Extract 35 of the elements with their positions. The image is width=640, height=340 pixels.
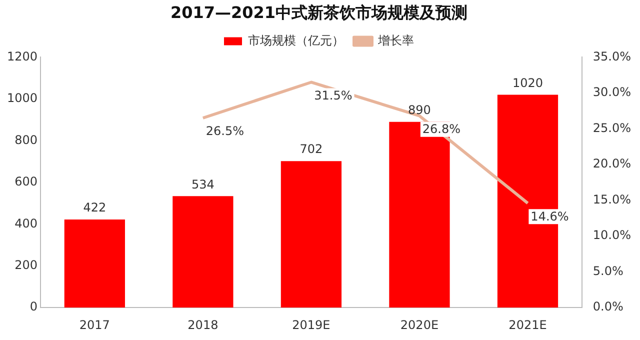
bar bbox=[280, 161, 342, 308]
x-tick-label: 2020E bbox=[400, 318, 439, 332]
data-label: 26.8% bbox=[422, 122, 461, 136]
data-label: 26.5% bbox=[206, 124, 244, 138]
bar bbox=[64, 220, 125, 308]
x-tick-label: 2021E bbox=[508, 318, 547, 332]
y2-tick-label: 5.0% bbox=[592, 264, 624, 278]
chart-title: 2017—2021中式新茶饮市场规模及预测 bbox=[170, 2, 468, 22]
data-label: 534 bbox=[191, 177, 214, 192]
y2-tick-label: 25.0% bbox=[592, 120, 632, 135]
bar bbox=[172, 196, 234, 308]
y-tick-label: 0 bbox=[30, 300, 38, 314]
y-tick-label: 200 bbox=[14, 258, 38, 272]
data-label: 14.6% bbox=[530, 209, 569, 224]
y-tick-label: 400 bbox=[14, 216, 38, 230]
legend-label: 市场规模（亿元） bbox=[248, 33, 344, 48]
y2-tick-label: 10.0% bbox=[592, 228, 632, 242]
y2-tick-label: 15.0% bbox=[592, 192, 632, 206]
data-label: 422 bbox=[83, 200, 106, 215]
legend-label: 增长率 bbox=[377, 33, 414, 48]
data-label: 1020 bbox=[512, 76, 544, 90]
y-tick-label: 800 bbox=[14, 132, 38, 147]
data-label: 702 bbox=[300, 142, 323, 156]
y2-tick-label: 0.0% bbox=[592, 300, 624, 314]
x-tick-label: 2018 bbox=[188, 318, 218, 332]
data-label: 890 bbox=[408, 103, 431, 118]
y2-tick-label: 30.0% bbox=[592, 85, 632, 100]
data-label: 31.5% bbox=[314, 88, 352, 102]
y-tick-label: 1000 bbox=[6, 91, 38, 106]
y-tick-label: 1200 bbox=[6, 49, 38, 64]
y-tick-label: 600 bbox=[14, 174, 38, 189]
y2-tick-label: 20.0% bbox=[592, 156, 632, 171]
x-tick-label: 2019E bbox=[292, 318, 330, 332]
y2-tick-label: 35.0% bbox=[592, 49, 632, 64]
x-tick-label: 2017 bbox=[79, 318, 110, 332]
